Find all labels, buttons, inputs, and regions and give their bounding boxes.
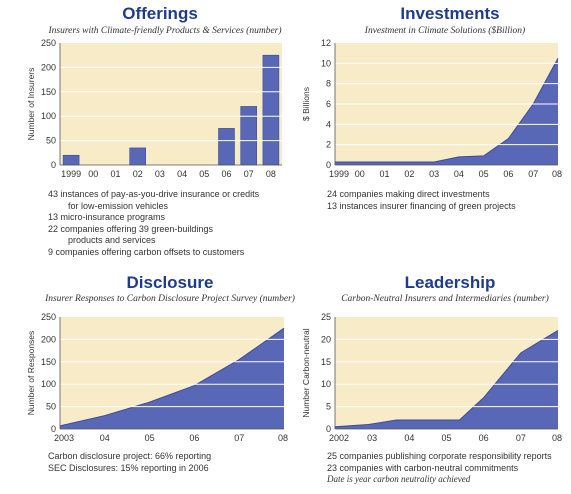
investments-y-tick-label: 0	[326, 160, 331, 170]
disclosure-series-line	[59, 327, 285, 427]
investments-y-tick-label: 2	[326, 140, 331, 150]
leadership-x-tick-label: 08	[552, 433, 562, 443]
offerings-x-tick-label: 00	[88, 169, 98, 179]
disclosure-x-tick-label: 2003	[54, 433, 74, 443]
investments-title: Investments	[400, 4, 500, 23]
leadership-y-tick-label: 10	[321, 379, 331, 389]
investments-y-axis-label: $ Billions	[301, 87, 311, 121]
disclosure-y-tick-label: 200	[41, 334, 56, 344]
disclosure-x-tick-label: 04	[100, 433, 110, 443]
leadership-note: Date is year carbon neutrality achieved	[327, 474, 471, 484]
disclosure-y-tick-label: 50	[46, 402, 56, 412]
offerings-note: 22 companies offering 39 green-buildings…	[48, 223, 213, 246]
leadership-x-tick-label: 04	[404, 433, 414, 443]
disclosure-area	[60, 328, 284, 429]
disclosure-notes: Carbon disclosure project: 66% reporting…	[48, 451, 308, 474]
investments-y-tick-label: 12	[321, 38, 331, 48]
disclosure-x-tick-label: 06	[189, 433, 199, 443]
leadership-x-tick-label: 07	[516, 433, 526, 443]
leadership-title: Leadership	[404, 273, 496, 292]
disclosure-note: Carbon disclosure project: 66% reporting	[48, 451, 212, 461]
leadership-y-axis-label: Number Carbon-neutral	[301, 328, 311, 417]
investments-y-tick-label: 4	[326, 119, 331, 129]
offerings-bar	[62, 154, 80, 166]
offerings-bar	[129, 147, 146, 166]
leadership-note: 25 companies publishing corporate respon…	[327, 451, 552, 461]
offerings-y-axis-label: Number of Insurers	[26, 68, 36, 141]
investments-x-tick-label: 07	[528, 169, 538, 179]
investments-area	[335, 58, 558, 165]
investments-x-tick-label: 03	[429, 169, 439, 179]
leadership-x-tick-label: 2002	[329, 433, 349, 443]
investments-notes: 24 companies making direct investments 1…	[327, 189, 567, 212]
leadership-y-tick-label: 0	[326, 424, 331, 434]
leadership-area	[335, 330, 558, 429]
leadership-x-tick-label: 06	[479, 433, 489, 443]
investments-subtitle: Investment in Climate Solutions ($Billio…	[364, 26, 526, 36]
leadership-series-line	[334, 330, 559, 428]
offerings-x-tick-label: 02	[133, 169, 143, 179]
disclosure-y-tick-label: 250	[41, 312, 56, 322]
disclosure-y-tick-label: 150	[41, 357, 56, 367]
disclosure-note: SEC Disclosures: 15% reporting in 2006	[48, 462, 209, 473]
leadership-y-tick-label: 20	[321, 334, 331, 344]
investments-x-tick-label: 02	[404, 169, 414, 179]
offerings-bar	[262, 54, 280, 166]
leadership-y-tick-label: 5	[326, 402, 331, 412]
leadership-x-tick-label: 03	[367, 433, 377, 443]
offerings-y-tick-label: 50	[46, 136, 56, 146]
offerings-x-tick-label: 1999	[61, 169, 81, 179]
investments-x-tick-label: 06	[503, 169, 513, 179]
offerings-x-tick-label: 06	[221, 169, 231, 179]
offerings-x-tick-label: 05	[199, 169, 209, 179]
disclosure-x-tick-label: 08	[278, 433, 288, 443]
investments-x-tick-label: 01	[380, 169, 390, 179]
offerings-note: 43 instances of pay-as-you-drive insuran…	[48, 189, 260, 211]
offerings-x-tick-label: 03	[155, 169, 165, 179]
offerings-x-tick-label: 04	[177, 169, 187, 179]
investments-series-line	[335, 58, 559, 163]
offerings-y-tick-label: 200	[41, 62, 56, 72]
disclosure-y-tick-label: 100	[41, 379, 56, 389]
disclosure-x-tick-label: 05	[145, 433, 155, 443]
disclosure-title: Disclosure	[126, 273, 214, 292]
disclosure-x-tick-label: 07	[234, 433, 244, 443]
offerings-bar	[218, 128, 235, 166]
investments-note: 13 instances insurer financing of green …	[327, 200, 516, 211]
investments-x-tick-label: 1999	[329, 169, 349, 179]
offerings-note: 13 micro-insurance programs	[48, 212, 166, 222]
investments-y-tick-label: 8	[326, 79, 331, 89]
offerings-y-tick-label: 250	[41, 38, 56, 48]
investments-x-tick-label: 05	[479, 169, 489, 179]
leadership-subtitle: Carbon-Neutral Insurers and Intermediari…	[341, 294, 549, 304]
offerings-note: 9 companies offering carbon offsets to c…	[48, 246, 245, 257]
disclosure-y-axis-label: Number of Responses	[26, 331, 36, 416]
investments-x-tick-label: 00	[355, 169, 365, 179]
investments-y-tick-label: 6	[326, 99, 331, 109]
disclosure-y-tick-label: 0	[51, 424, 56, 434]
investments-x-tick-label: 04	[454, 169, 464, 179]
offerings-title: Offerings	[122, 4, 198, 23]
offerings-subtitle: Insurers with Climate-friendly Products …	[48, 26, 282, 36]
leadership-note: 23 companies with carbon-neutral commitm…	[327, 462, 519, 473]
offerings-bar	[240, 106, 257, 166]
offerings-y-tick-label: 100	[41, 111, 56, 121]
investments-x-tick-label: 08	[552, 169, 562, 179]
leadership-y-tick-label: 15	[321, 357, 331, 367]
investments-y-tick-label: 10	[321, 58, 331, 68]
offerings-x-tick-label: 08	[266, 169, 276, 179]
offerings-y-tick-label: 0	[51, 160, 56, 170]
leadership-y-tick-label: 25	[321, 312, 331, 322]
offerings-notes: 43 instances of pay-as-you-drive insuran…	[48, 189, 308, 258]
offerings-y-tick-label: 150	[41, 87, 56, 97]
investments-note: 24 companies making direct investments	[327, 189, 490, 199]
offerings-x-tick-label: 07	[244, 169, 254, 179]
offerings-x-tick-label: 01	[110, 169, 120, 179]
leadership-notes: 25 companies publishing corporate respon…	[327, 451, 567, 486]
disclosure-subtitle: Insurer Responses to Carbon Disclosure P…	[45, 294, 295, 304]
leadership-x-tick-label: 05	[441, 433, 451, 443]
